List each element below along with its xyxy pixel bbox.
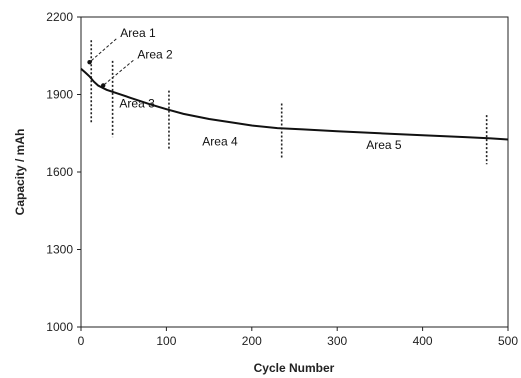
- x-tick-label: 0: [78, 334, 85, 348]
- annotation-arrowhead: [101, 83, 106, 88]
- y-tick-label: 2200: [46, 10, 73, 24]
- annotation-arrowhead: [87, 60, 92, 65]
- x-axis-title: Cycle Number: [254, 361, 335, 375]
- x-tick-label: 500: [498, 334, 518, 348]
- y-tick-label: 1300: [46, 243, 73, 257]
- tick-group: 0 100 200 300 400 500 1000 1300 1600 1900 2200: [46, 10, 518, 348]
- x-tick-label: 100: [156, 334, 176, 348]
- area-boundaries: [90, 40, 488, 165]
- area-label: Area 3: [119, 96, 155, 110]
- capacity-series-line: [80, 67, 509, 141]
- area-label: Area 2: [137, 47, 173, 61]
- area-label: Area 5: [366, 138, 402, 152]
- y-tick-label: 1900: [46, 88, 73, 102]
- y-tick-label: 1600: [46, 165, 73, 179]
- x-tick-label: 300: [327, 334, 347, 348]
- y-axis-title: Capacity / mAh: [13, 129, 27, 216]
- area-label: Area 1: [120, 26, 156, 40]
- area-label: Area 4: [202, 134, 238, 148]
- x-tick-label: 400: [413, 334, 433, 348]
- y-tick-label: 1000: [46, 320, 73, 334]
- annotation-leader-line: [89, 38, 117, 63]
- plot-frame: [80, 16, 509, 328]
- annotation-leader-line: [102, 59, 134, 86]
- x-tick-label: 200: [242, 334, 262, 348]
- annotation-group: Area 1 Area 2 Area 3 Area 4 Area 5: [87, 26, 402, 152]
